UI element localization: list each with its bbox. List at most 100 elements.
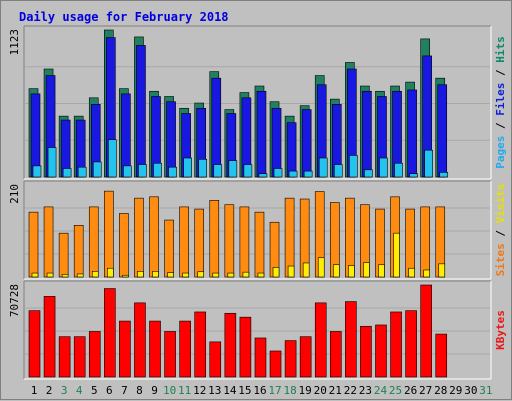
x-tick-label: 19 <box>299 384 312 397</box>
bar-visits-day-28 <box>438 263 446 278</box>
x-tick-label: 27 <box>419 384 432 397</box>
bar-visits-day-11 <box>182 272 189 278</box>
bar-pages-day-3 <box>62 168 72 178</box>
x-tick-label: 8 <box>136 384 143 397</box>
x-tick-label: 29 <box>449 384 462 397</box>
axis-label-visits: Visits <box>494 184 507 224</box>
bar-pages-day-8 <box>138 164 147 178</box>
bar-sites-day-6 <box>104 190 114 278</box>
bar-files-day-17 <box>271 107 282 178</box>
bar-sites-day-4 <box>73 225 84 278</box>
axis-label-kbytes: KBytes <box>494 310 507 350</box>
x-tick-label: 30 <box>464 384 477 397</box>
bar-visits-day-3 <box>61 274 69 278</box>
bar-files-day-16 <box>256 90 267 178</box>
x-tick-label: 6 <box>106 384 113 397</box>
bar-visits-day-1 <box>31 272 39 278</box>
bar-pages-day-22 <box>349 155 358 178</box>
x-tick-label: 17 <box>268 384 281 397</box>
bar-kbytes-day-14 <box>224 312 237 378</box>
bar-pages-day-5 <box>92 161 102 178</box>
panel-hits: 1123 Pages / Files / Hits <box>8 25 507 180</box>
bar-files-day-8 <box>136 45 146 178</box>
bar-visits-day-25 <box>393 232 400 278</box>
panel-max-label: 210 <box>8 184 21 204</box>
x-tick-label: 1 <box>31 384 38 397</box>
x-tick-label: 13 <box>208 384 221 397</box>
bar-files-day-19 <box>301 109 312 178</box>
bar-kbytes-day-9 <box>149 320 161 378</box>
bar-sites-day-9 <box>149 196 159 278</box>
bar-visits-day-21 <box>332 264 340 278</box>
bar-sites-day-11 <box>179 206 189 278</box>
bar-sites-day-12 <box>194 208 205 278</box>
panel-max-label: 1123 <box>8 29 21 56</box>
panel-axis-labels: Pages / Files / Hits <box>494 36 507 169</box>
bar-visits-day-24 <box>378 264 385 278</box>
series-visits <box>31 232 446 278</box>
bar-sites-day-18 <box>284 197 295 278</box>
bar-kbytes-day-4 <box>73 336 86 378</box>
x-tick-label: 18 <box>283 384 296 397</box>
bar-pages-day-7 <box>123 165 132 178</box>
bar-visits-day-14 <box>227 272 235 278</box>
panel-kbytes: 70728 KBytes <box>8 280 507 380</box>
bar-kbytes-day-7 <box>119 320 131 378</box>
bar-files-day-28 <box>437 84 448 178</box>
bar-pages-day-27 <box>424 149 433 178</box>
bar-files-day-7 <box>121 93 131 178</box>
bar-pages-day-20 <box>318 157 328 178</box>
axis-label-pages: Pages <box>494 136 507 169</box>
axis-label-separator: / <box>494 63 507 83</box>
x-tick-label: 4 <box>76 384 83 397</box>
bar-kbytes-day-12 <box>194 311 207 378</box>
axis-label-sites: Sites <box>494 243 507 276</box>
series-pages <box>32 139 449 178</box>
x-tick-label: 31 <box>479 384 492 397</box>
bar-sites-day-22 <box>345 197 355 278</box>
bar-kbytes-day-13 <box>209 341 222 378</box>
x-tick-label: 28 <box>434 384 447 397</box>
x-tick-label: 22 <box>344 384 357 397</box>
axis-label-separator: / <box>494 223 507 243</box>
bar-kbytes-day-25 <box>390 311 402 378</box>
bar-pages-day-23 <box>364 169 373 178</box>
series-sites <box>28 190 446 278</box>
bar-files-day-10 <box>166 101 176 178</box>
bar-visits-day-7 <box>122 274 129 278</box>
x-tick-label: 2 <box>46 384 53 397</box>
bar-kbytes-day-16 <box>254 337 267 378</box>
bar-kbytes-day-20 <box>314 302 327 378</box>
bar-pages-day-25 <box>394 162 403 178</box>
x-axis: 1 2 3 4 5 6 7 8 9 10 11 12 13 14 15 16 17 18 19 20 21 22 23 24 2… <box>31 384 493 397</box>
bar-kbytes-day-1 <box>28 310 41 378</box>
bar-visits-day-18 <box>287 265 295 278</box>
bar-pages-day-6 <box>108 139 117 178</box>
bar-sites-day-10 <box>164 219 174 278</box>
bar-pages-day-11 <box>183 157 192 178</box>
bar-pages-day-16 <box>258 173 268 178</box>
bar-visits-day-8 <box>137 271 144 278</box>
bar-pages-day-9 <box>153 162 162 178</box>
series-kbytes <box>28 284 448 378</box>
bar-sites-day-7 <box>119 213 129 278</box>
bar-sites-day-8 <box>134 197 144 278</box>
x-tick-label: 7 <box>121 384 128 397</box>
chart-title: Daily usage for February 2018 <box>19 10 229 24</box>
bar-sites-day-14 <box>224 204 235 278</box>
bar-kbytes-day-10 <box>164 331 176 378</box>
bar-visits-day-20 <box>317 257 325 278</box>
bar-kbytes-day-15 <box>239 316 252 378</box>
bar-pages-day-24 <box>379 157 388 178</box>
bar-visits-day-5 <box>91 271 99 278</box>
x-tick-label: 20 <box>314 384 327 397</box>
axis-label-files: Files <box>494 83 507 116</box>
x-tick-label: 24 <box>374 384 388 397</box>
bar-visits-day-22 <box>348 265 355 278</box>
x-tick-label: 14 <box>223 384 237 397</box>
bar-visits-day-23 <box>363 262 370 278</box>
bar-kbytes-day-28 <box>435 333 448 378</box>
x-tick-label: 26 <box>404 384 417 397</box>
bar-pages-day-15 <box>243 164 253 178</box>
bar-pages-day-13 <box>213 164 223 178</box>
